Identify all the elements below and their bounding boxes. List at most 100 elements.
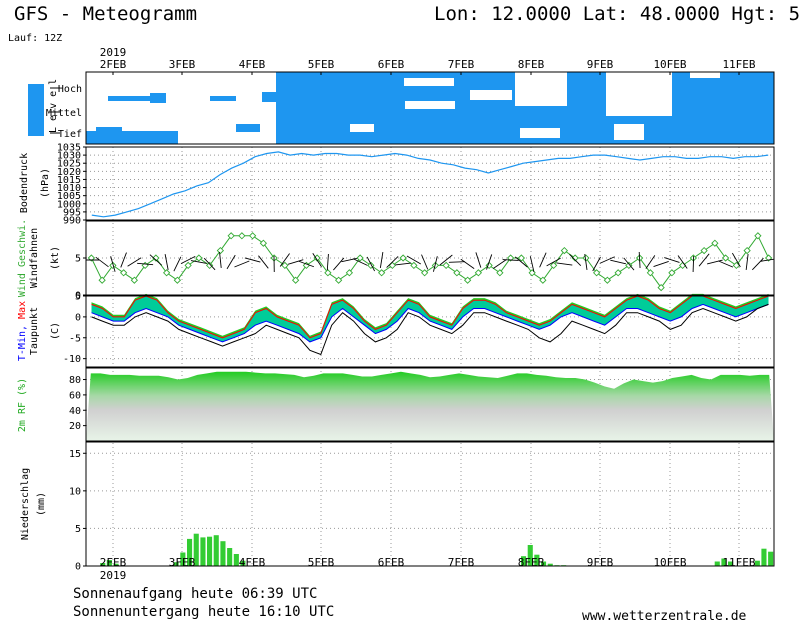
wind-speed-point [334, 276, 343, 284]
cloud-label-box [28, 84, 44, 136]
ytick-pressure-1010: 1010 [57, 183, 81, 194]
precip-bar [761, 548, 767, 566]
wind-speed-point [668, 269, 676, 277]
wind-speed-point [130, 276, 139, 284]
ytick-pressure-1030: 1030 [57, 151, 81, 162]
wind-speed-line [90, 234, 770, 289]
ytick-temperature-5: 5 [75, 292, 81, 303]
date-label-top-3FEB: 3FEB [169, 58, 196, 71]
wind-barb [638, 251, 641, 269]
wind-speed-point [603, 276, 612, 284]
wind-speed-point [646, 269, 655, 277]
wind-barb [298, 260, 315, 268]
wind-barb [127, 257, 142, 267]
wind-speed-point [614, 269, 622, 277]
temperature-band-top [91, 293, 769, 338]
wind-barb [645, 255, 656, 269]
wind-barb [460, 259, 475, 269]
precip-bar [721, 558, 727, 566]
wind-speed-point [410, 261, 418, 270]
precip-unit-label: (mm) [36, 492, 47, 516]
pressure-line [91, 151, 769, 218]
wind-barb [395, 262, 412, 266]
wind-barb [190, 260, 207, 264]
precip-bar [768, 551, 774, 566]
wind-speed-point [571, 254, 579, 262]
ytick-humidity-20: 20 [69, 421, 81, 432]
wind-barb [745, 254, 749, 270]
wind-speed-point [754, 232, 762, 240]
date-label-bottom-6FEB: 6FEB [378, 556, 405, 569]
date-label-top-8FEB: 8FEB [518, 58, 545, 71]
precip-bar [220, 541, 226, 566]
pressure-axis-label: Bodendruck [19, 153, 30, 213]
date-label-top-7FEB: 7FEB [448, 58, 475, 71]
wind-speed-point [377, 269, 386, 277]
date-label-bottom-11FEB: 11FEB [722, 556, 755, 569]
cloud-level-mittel: Mittel [46, 108, 82, 119]
wind-barb [492, 259, 507, 269]
ytick-temperature--5: -5 [69, 333, 81, 344]
wind-barb [539, 252, 547, 268]
wind-speed-point [184, 261, 192, 270]
wind-barb [653, 260, 669, 268]
wind-speed-point [238, 232, 246, 240]
date-label-top-6FEB: 6FEB [378, 58, 405, 71]
cloud-level-hoch: Hoch [58, 84, 82, 95]
wind-barb [707, 259, 723, 265]
wind-barb [448, 261, 465, 263]
ytick-pressure-1015: 1015 [57, 175, 81, 186]
precip-bar [714, 561, 720, 566]
panel-pressure-frame [85, 146, 775, 221]
wind-barb [312, 253, 322, 267]
wind-speed-point [700, 246, 708, 255]
wind-barb [379, 252, 384, 268]
wind-speed-point [98, 276, 106, 284]
wind-barb [120, 252, 127, 268]
wind-speed-point [152, 254, 160, 262]
precip-bar [534, 554, 540, 566]
wind-speed-point [517, 254, 526, 262]
precip-bar [227, 548, 233, 566]
wind-barb [406, 255, 422, 265]
date-label-top-2FEB: 2FEB [100, 58, 127, 71]
wind-speed-point [399, 254, 407, 262]
wind-barb [173, 256, 182, 272]
wind-speed-point [560, 246, 569, 255]
wind-speed-point [345, 269, 354, 277]
wind-barb [164, 254, 169, 270]
ytick-precip-10: 10 [69, 486, 81, 497]
precip-bar [173, 562, 179, 566]
wind-barb [529, 256, 535, 272]
wind-barb [226, 254, 236, 270]
cloud-level-tief: Tief [58, 129, 82, 140]
model-run: Lauf: 12Z [8, 33, 63, 44]
cloud-level-axis-label: L e v e l [48, 79, 59, 133]
wind-speed-point [463, 276, 472, 284]
ytick-wind-0: 0 [75, 291, 81, 302]
precip-bar [527, 545, 533, 566]
t-max-line [91, 295, 769, 339]
wind-barb [698, 253, 710, 267]
wind-speed-point [195, 254, 203, 262]
wind-speed-point [496, 269, 504, 277]
wind-speed-point [721, 254, 730, 262]
wind-speed-point [539, 276, 547, 284]
wind-speed-point [313, 254, 321, 262]
wind-speed-point [173, 276, 182, 284]
wind-barb [584, 254, 588, 270]
date-label-bottom-5FEB: 5FEB [308, 556, 335, 569]
date-label-bottom-8FEB: 8FEB [518, 556, 545, 569]
precip-bar [547, 563, 553, 566]
wind-barb [546, 257, 561, 267]
date-label-top-9FEB: 9FEB [587, 58, 614, 71]
ytick-pressure-1000: 1000 [57, 199, 81, 210]
precip-bar [213, 535, 219, 566]
wind-barb [180, 255, 196, 265]
wind-barb [326, 253, 329, 271]
wind-barb [514, 256, 528, 268]
wind-barb [731, 252, 741, 268]
panel-humidity-frame [85, 367, 775, 442]
temperature-axis-label: T-Min, Max [17, 301, 28, 361]
wind-barb [439, 254, 453, 266]
